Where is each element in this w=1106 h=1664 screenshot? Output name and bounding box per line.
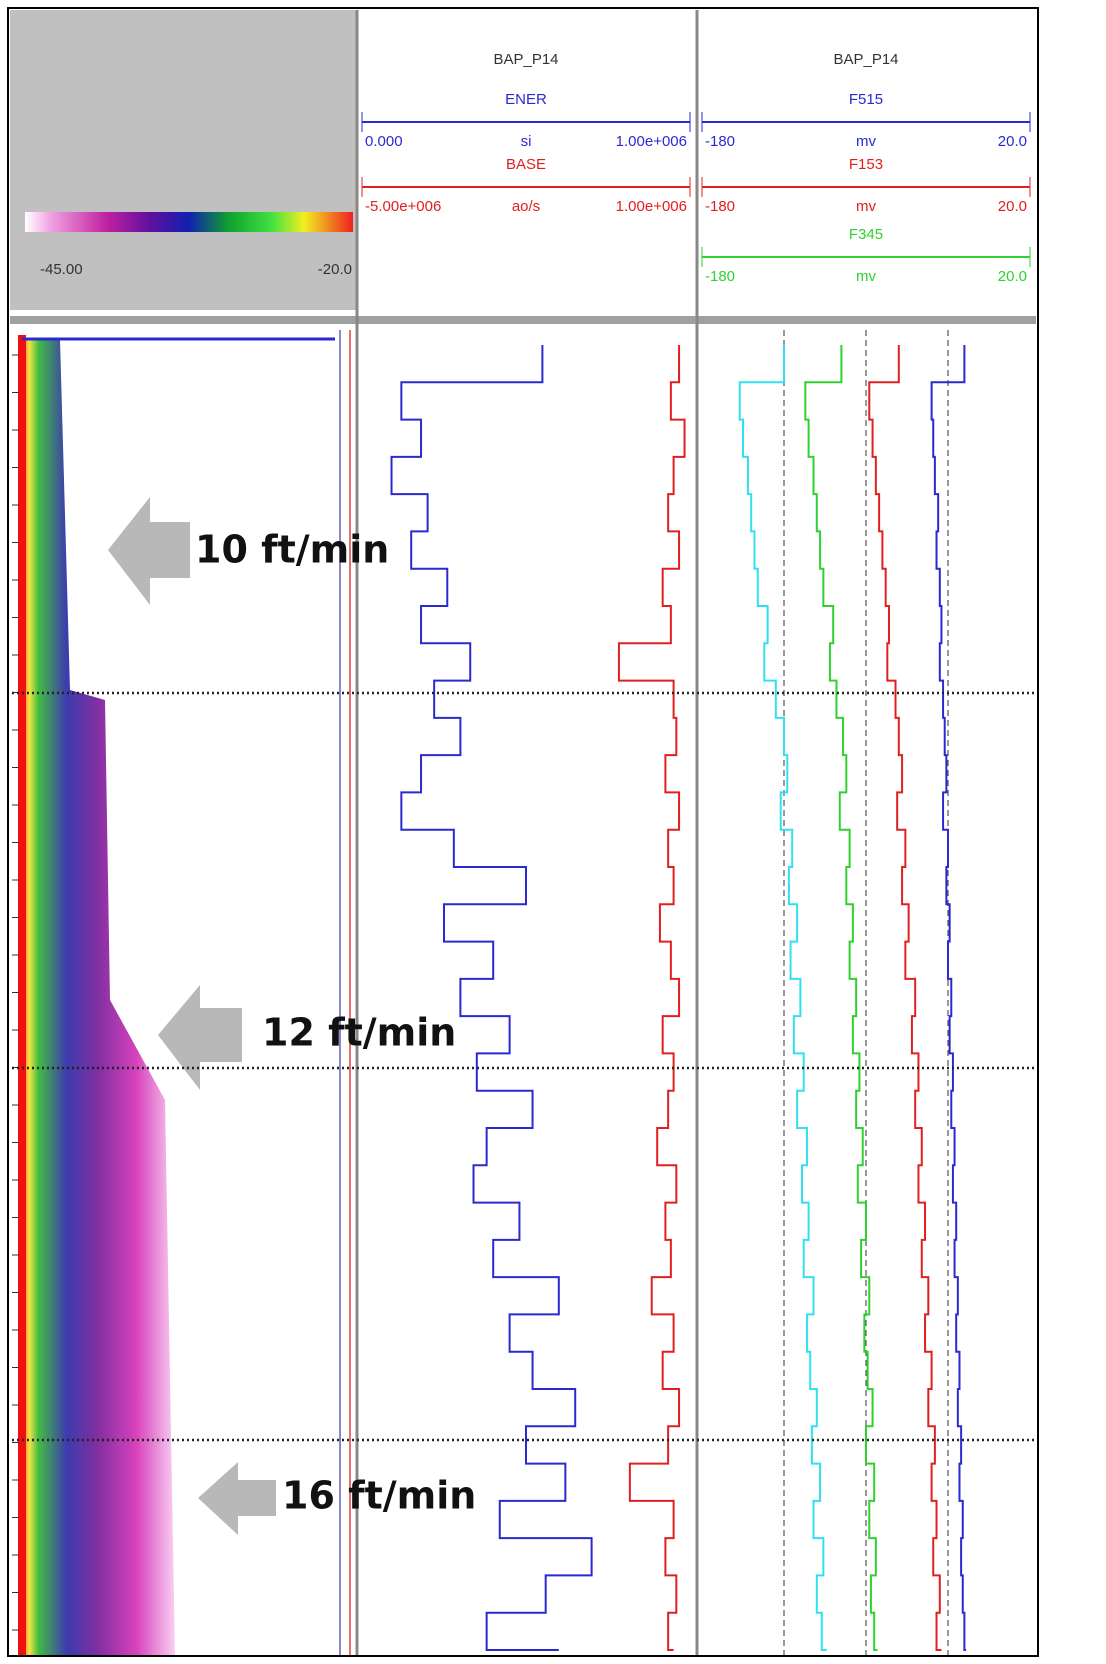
header-separator [10,316,1036,324]
curve-right: 20.0 [998,133,1027,150]
curve-left: 0.000 [365,133,403,150]
curve [804,345,878,1651]
track-title: BAP_P14 [493,51,558,68]
image-header [10,10,356,310]
curve-unit: mv [856,133,876,150]
track-title: BAP_P14 [833,51,898,68]
curve [868,345,942,1651]
curve-left: -180 [705,268,735,285]
annotation: 16 ft/min [282,1474,476,1518]
scale-label: -45.00 [40,261,83,278]
arrow [158,985,242,1090]
curve-left: -5.00e+006 [365,198,441,215]
curve-name: F515 [849,91,883,108]
annotation: 10 ft/min [195,528,389,572]
curve-right: 1.00e+006 [616,198,687,215]
scale-label: -20.0 [318,261,352,278]
spectrogram-edge [18,335,26,1655]
arrow [198,1462,276,1535]
color-scale [25,212,353,232]
curve-name: F345 [849,226,883,243]
arrow [108,497,190,605]
curve [930,345,967,1651]
curve-unit: ao/s [512,198,540,215]
curve-unit: mv [856,198,876,215]
curve-unit: si [521,133,532,150]
curve-right: 1.00e+006 [616,133,687,150]
curve-unit: mv [856,268,876,285]
curve-right: 20.0 [998,198,1027,215]
curve-name: ENER [505,91,547,108]
curve [738,345,827,1651]
spectrogram [20,340,175,1655]
curve [617,345,686,1651]
curve-name: BASE [506,156,546,173]
curve [390,345,593,1651]
depth-markers [12,691,1034,1442]
annotation: 12 ft/min [262,1011,456,1055]
curve-right: 20.0 [998,268,1027,285]
curve-left: -180 [705,198,735,215]
curve-name: F153 [849,156,883,173]
curve-left: -180 [705,133,735,150]
